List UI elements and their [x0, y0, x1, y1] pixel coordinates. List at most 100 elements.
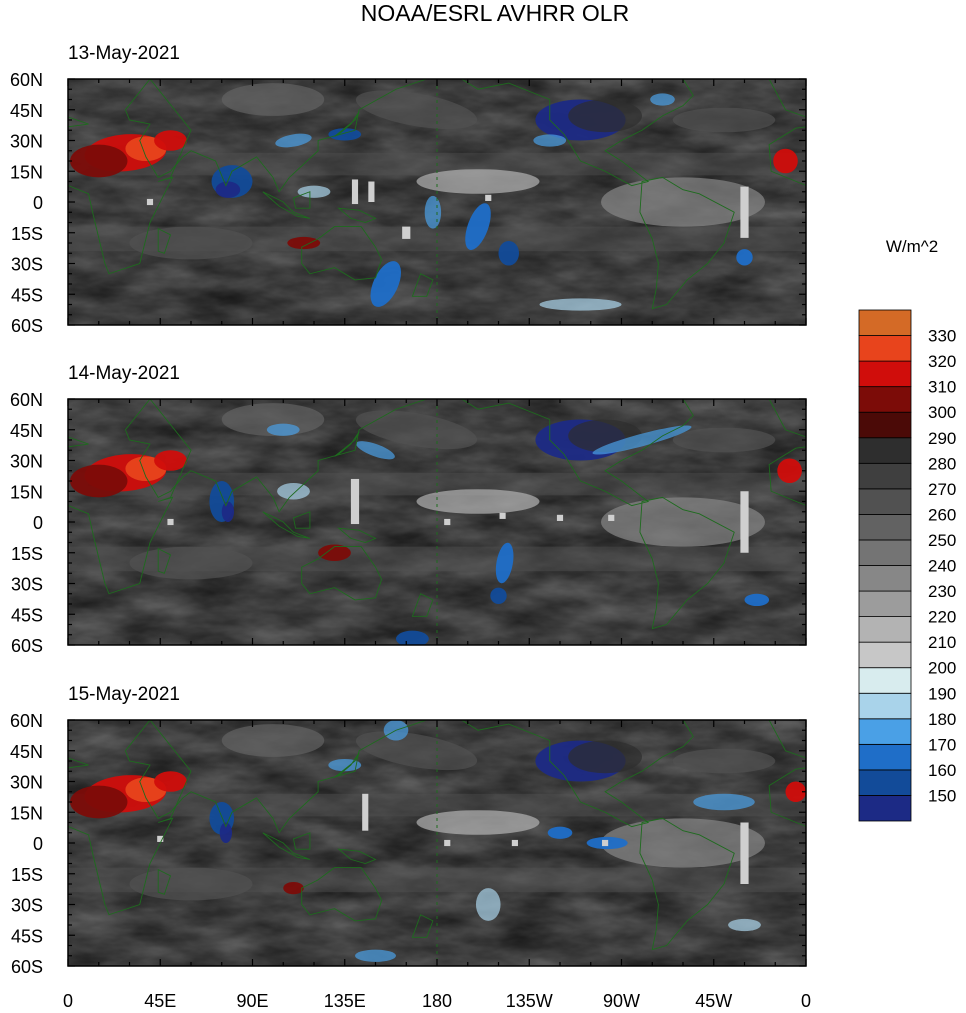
olr-contour-region: [355, 90, 478, 130]
olr-contour-region: [672, 427, 776, 453]
colorbar-segment: [858, 411, 912, 439]
colorbar-segment: [858, 386, 912, 413]
y-tick-label: 60S: [11, 957, 43, 977]
missing-data-block: [146, 198, 154, 206]
olr-contour-region: [601, 177, 765, 227]
missing-data-block: [157, 835, 164, 842]
y-tick-label: 0: [33, 193, 43, 213]
colorbar-segment: [858, 718, 912, 745]
olr-contour-region: [592, 425, 692, 455]
missing-data-block: [402, 226, 411, 239]
olr-contour-region: [672, 107, 776, 133]
y-tick-label: 45N: [10, 101, 43, 121]
y-tick-label: 45S: [11, 926, 43, 946]
coastline: [639, 817, 735, 951]
coastline: [768, 720, 806, 827]
colorbar-label: 320: [928, 352, 956, 371]
colorbar-label: 270: [928, 480, 956, 499]
olr-contour-region: [70, 464, 128, 498]
y-tick-label: 60S: [11, 316, 43, 336]
missing-data-block: [350, 478, 360, 525]
colorbar-label: 290: [928, 429, 956, 448]
coastline: [262, 191, 311, 219]
coastline: [411, 593, 434, 617]
y-tick-label: 30S: [11, 255, 43, 275]
olr-contour-region: [736, 249, 753, 266]
missing-data-block: [444, 839, 451, 847]
colorbar-segment: [858, 335, 912, 362]
panel-date: 15-May-2021: [68, 684, 180, 705]
olr-contour-region: [785, 781, 806, 802]
olr-contour-region: [70, 785, 128, 819]
colorbar-label: 150: [928, 786, 956, 805]
olr-contour-region: [129, 546, 253, 580]
olr-contour-region: [129, 226, 253, 260]
colorbar-segment: [858, 743, 912, 771]
olr-contour-region: [355, 731, 478, 771]
map-panel: 60N 45N 30N 15N 0 15S 30S 45S 60S 15-May-2021: [10, 684, 807, 977]
olr-contour-region: [355, 949, 396, 962]
coastline: [68, 399, 192, 595]
olr-contour-region: [277, 483, 310, 500]
coastline: [337, 848, 377, 864]
coastline: [411, 914, 434, 938]
colorbar-segment: [858, 437, 912, 464]
y-tick-label: 15N: [10, 482, 43, 502]
olr-contour-region: [154, 450, 187, 471]
colorbar-label: 220: [928, 608, 956, 627]
missing-data-block: [167, 518, 174, 526]
olr-contour-region: [154, 130, 187, 151]
colorbar-label: 200: [928, 659, 956, 678]
coastline: [124, 399, 428, 513]
olr-contour-region: [355, 410, 478, 450]
colorbar-segment: [858, 360, 912, 388]
olr-contour-region: [601, 818, 765, 868]
olr-contour-region: [370, 261, 401, 307]
olr-contour-region: [498, 240, 519, 266]
y-tick-label: 15S: [11, 224, 43, 244]
olr-contour-region: [416, 810, 540, 835]
x-tick-label: 90W: [603, 991, 640, 1011]
x-tick-label: 45W: [695, 991, 732, 1011]
y-tick-label: 30N: [10, 132, 43, 152]
olr-contour-region: [70, 144, 128, 178]
map-panels: 60N 45N 30N 15N 0 15S 30S 45S 60S 13-May-2021 60N 4…: [10, 43, 807, 977]
y-tick-label: 0: [33, 513, 43, 533]
colorbar-label: 180: [928, 710, 956, 729]
map-panel: 60N 45N 30N 15N 0 15S 30S 45S 60S 13-May-2021: [10, 43, 807, 336]
coastline: [639, 496, 735, 630]
colorbar-segment: [858, 795, 912, 822]
coastline: [460, 720, 694, 828]
olr-contour-region: [495, 542, 514, 584]
olr-contour-region: [465, 203, 491, 250]
olr-contour-region: [650, 93, 675, 106]
colorbar-segment: [858, 539, 912, 566]
olr-contour-region: [221, 724, 325, 757]
olr-contour-region: [221, 501, 235, 522]
coastline: [334, 431, 360, 457]
olr-contour-region: [777, 458, 802, 484]
olr-contour-region: [424, 195, 442, 229]
olr-contour-region: [221, 83, 325, 116]
olr-contour-region: [275, 133, 312, 148]
colorbar-label: 160: [928, 761, 956, 780]
coastline: [157, 227, 172, 254]
coastline: [460, 399, 694, 507]
colorbar-label: 300: [928, 403, 956, 422]
y-tick-label: 0: [33, 834, 43, 854]
colorbar-label: 310: [928, 378, 956, 397]
coastline: [301, 226, 383, 281]
olr-contour-region: [490, 587, 507, 604]
colorbar-label: 230: [928, 582, 956, 601]
olr-contour-region: [266, 423, 300, 436]
missing-data-block: [499, 512, 506, 519]
olr-contour-region: [356, 441, 395, 460]
coastline: [768, 399, 806, 506]
olr-contour-region: [744, 593, 770, 607]
coastline: [292, 511, 311, 529]
colorbar: 150 160 170 180 190 200 210 220 230 240 250 260 270 2…: [858, 309, 956, 822]
missing-data-block: [556, 514, 564, 521]
colorbar-segment: [858, 514, 912, 541]
coastline: [334, 752, 360, 778]
